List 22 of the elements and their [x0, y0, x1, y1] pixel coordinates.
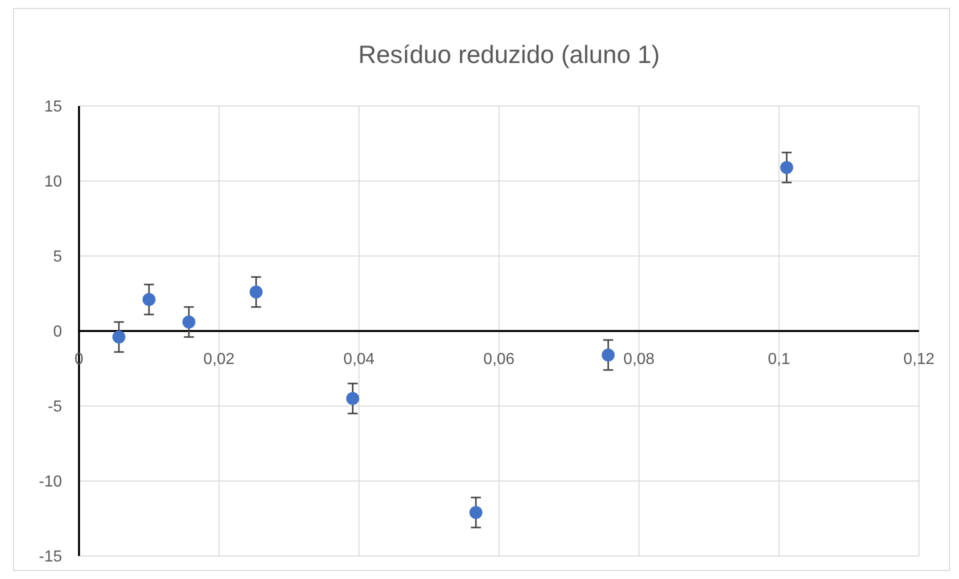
y-tick-label: -10: [38, 474, 62, 491]
x-tick-label: 0,06: [483, 351, 515, 368]
y-tick-label: -5: [48, 398, 62, 416]
point: [346, 392, 360, 405]
point: [182, 316, 196, 328]
point: [469, 506, 482, 519]
y-tick-label: 15: [44, 98, 62, 116]
point: [602, 348, 615, 362]
x-tick-label: 0,1: [768, 351, 790, 368]
x-tick-label: 0,02: [203, 351, 235, 368]
y-tick-label: 0: [53, 324, 62, 341]
chart-title: Resíduo reduzido (aluno 1): [358, 41, 660, 69]
x-tick-label: 0,08: [623, 351, 655, 368]
y-tick-label: 10: [44, 174, 62, 191]
point: [142, 293, 156, 306]
x-tick-label: 0,04: [343, 351, 375, 368]
y-tick-label: -15: [38, 548, 62, 566]
y-tick-label: 5: [53, 248, 62, 266]
point: [250, 286, 263, 298]
x-tick-label: 0,12: [903, 351, 935, 368]
point: [780, 161, 794, 174]
point: [112, 330, 126, 344]
